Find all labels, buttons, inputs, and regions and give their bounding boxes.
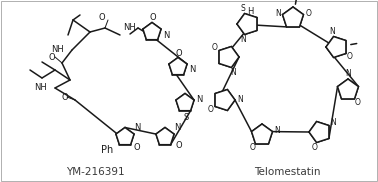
Polygon shape [338, 79, 358, 99]
Text: N: N [196, 96, 202, 104]
Text: YM-216391: YM-216391 [66, 167, 124, 177]
Text: N: N [189, 66, 195, 74]
Text: O: O [249, 143, 256, 153]
Text: S: S [241, 4, 245, 13]
Text: O: O [312, 143, 318, 152]
Text: O: O [49, 54, 55, 62]
Text: N: N [330, 118, 336, 127]
Text: NH: NH [123, 23, 136, 31]
Text: N: N [174, 122, 180, 132]
Text: Ph: Ph [101, 145, 113, 155]
Text: O: O [134, 143, 140, 153]
Polygon shape [251, 124, 273, 144]
Text: N: N [240, 35, 246, 44]
Text: N: N [237, 96, 243, 104]
Text: O: O [176, 48, 182, 58]
Text: N: N [345, 70, 351, 78]
Polygon shape [219, 47, 239, 68]
Text: Telomestatin: Telomestatin [254, 167, 320, 177]
Text: O: O [208, 105, 214, 114]
Polygon shape [116, 128, 134, 145]
Polygon shape [215, 90, 235, 110]
Polygon shape [309, 122, 329, 143]
Polygon shape [282, 7, 304, 27]
Text: NH: NH [34, 84, 47, 92]
Text: N: N [329, 27, 335, 36]
Text: N: N [230, 68, 236, 77]
Polygon shape [176, 94, 194, 111]
Polygon shape [326, 37, 346, 58]
Text: O: O [62, 94, 68, 102]
Polygon shape [143, 23, 161, 40]
Polygon shape [169, 58, 187, 75]
Text: O: O [176, 141, 182, 149]
Text: O: O [212, 43, 218, 52]
Text: N: N [163, 31, 169, 39]
Polygon shape [237, 13, 257, 34]
Text: S: S [183, 112, 189, 122]
Text: N: N [274, 126, 280, 134]
Text: NH: NH [51, 46, 64, 54]
Polygon shape [156, 128, 174, 145]
Text: O: O [150, 13, 156, 23]
Text: N: N [134, 122, 140, 132]
Text: N: N [275, 9, 280, 17]
Text: O: O [305, 9, 311, 17]
Text: O: O [355, 98, 360, 107]
Text: O: O [99, 13, 105, 23]
Text: O: O [347, 52, 353, 61]
Text: H: H [247, 7, 253, 17]
